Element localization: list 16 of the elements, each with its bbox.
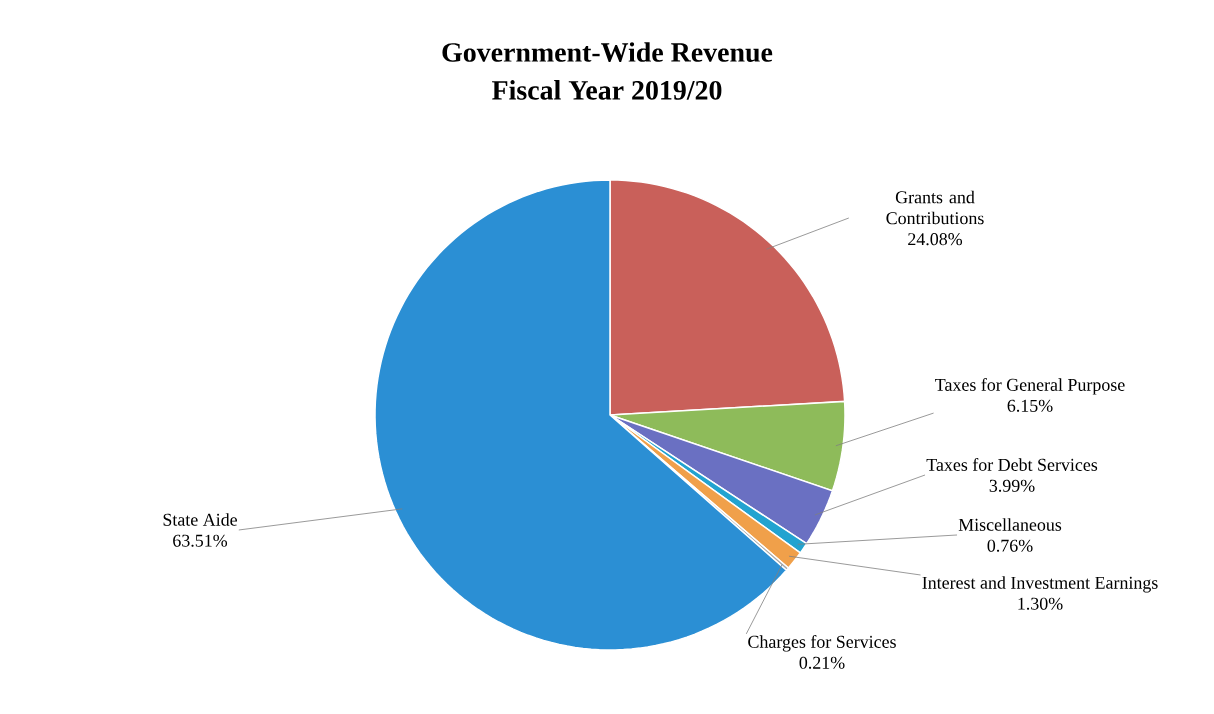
slice-label: Grants and Contributions [886,190,984,225]
data-label: 3.99% [989,479,1035,492]
slice-label: State Aide [163,513,237,526]
data-label: 0.21% [799,656,845,669]
slice-label: Charges for Services [748,635,896,652]
chart-subtitle: Fiscal Year 2019/20 [492,80,722,100]
slice-label: Interest and Investment Earnings [922,576,1158,593]
chart-title: Government-Wide Revenue [442,42,773,63]
slice-label: Taxes for Debt Services [926,458,1098,471]
slice-label: Taxes for General Purpose [935,378,1125,395]
slice-label: Miscellaneous [958,518,1062,531]
data-label: 6.15% [1007,399,1053,412]
data-label: 63.51% [173,534,228,547]
data-label: 24.08% [908,233,963,246]
data-label: 1.30% [1018,597,1063,610]
data-label: 0.76% [987,539,1033,552]
